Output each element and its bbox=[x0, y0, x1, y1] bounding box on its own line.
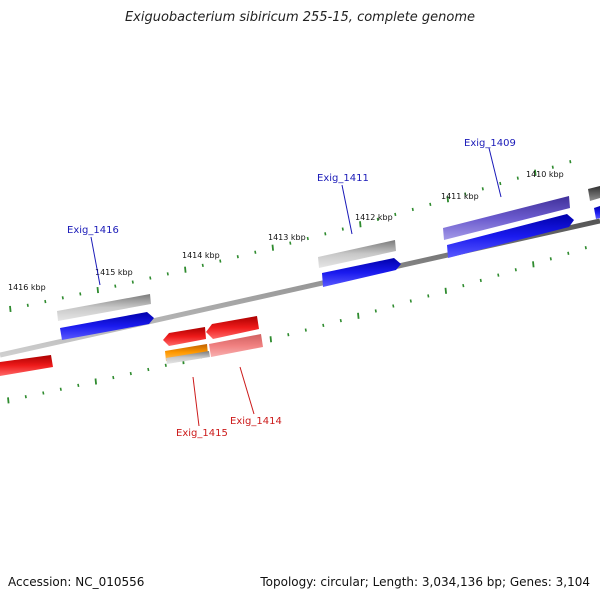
gene-label-exig-1415[interactable]: Exig_1415 bbox=[176, 428, 228, 439]
inner-scale-tick bbox=[444, 287, 447, 294]
outer-scale-tick bbox=[201, 263, 204, 268]
outer-scale-tick bbox=[411, 207, 414, 212]
inner-scale-tick bbox=[59, 387, 62, 391]
inner-scale-tick bbox=[532, 261, 535, 268]
outer-scale-tick bbox=[184, 266, 187, 273]
inner-scale-tick bbox=[164, 363, 167, 367]
inner-scale-tick bbox=[392, 304, 395, 308]
gene-label-exig-1414[interactable]: Exig_1414 bbox=[230, 416, 282, 427]
inner-scale-tick bbox=[409, 299, 412, 303]
inner-scale-tick bbox=[339, 318, 342, 323]
inner-scale-tick bbox=[287, 333, 290, 337]
outer-scale-tick bbox=[481, 187, 484, 191]
outer-scale-tick bbox=[166, 272, 169, 276]
outer-scale-tick bbox=[376, 217, 379, 222]
inner-scale-tick bbox=[497, 273, 500, 277]
outer-scale-tick bbox=[569, 160, 572, 164]
inner-scale-tick bbox=[112, 375, 115, 380]
outer-scale-tick bbox=[551, 165, 554, 169]
hit-bar-exig-1409[interactable] bbox=[443, 196, 570, 240]
inner-scale-tick bbox=[24, 395, 27, 399]
callout-line-exig-1414 bbox=[239, 366, 255, 415]
outer-scale-tick bbox=[271, 244, 274, 251]
outer-scale-tick bbox=[96, 286, 99, 294]
gene-label-exig-1416[interactable]: Exig_1416 bbox=[67, 225, 119, 236]
cds-arrow-edge-right[interactable] bbox=[594, 206, 600, 219]
outer-scale-tick bbox=[464, 192, 467, 196]
cds-arrow-exig-1416[interactable] bbox=[60, 312, 154, 340]
inner-scale-tick bbox=[42, 391, 45, 395]
outer-scale-tick bbox=[79, 292, 82, 296]
scale-label-1411: 1411 kbp bbox=[441, 192, 479, 201]
scale-label-1412: 1412 kbp bbox=[355, 213, 393, 222]
cds-arrow-exig-1414[interactable] bbox=[206, 316, 259, 339]
inner-scale-tick bbox=[479, 278, 482, 283]
accession-text: Accession: NC_010556 bbox=[8, 575, 145, 589]
cds-arrow-exig-1409[interactable] bbox=[447, 214, 574, 258]
callout-line-exig-1416 bbox=[90, 236, 101, 286]
hit-bar-exig-1416[interactable] bbox=[57, 294, 151, 321]
inner-scale-tick bbox=[269, 336, 272, 343]
hit-bar-exig-1414[interactable] bbox=[209, 334, 263, 357]
hit-bar-exig-1415-lower[interactable] bbox=[166, 351, 210, 364]
outer-scale-tick bbox=[516, 176, 519, 180]
outer-scale-tick bbox=[499, 181, 502, 186]
outer-scale-tick bbox=[61, 296, 64, 300]
inner-scale-tick bbox=[304, 328, 307, 332]
inner-scale-tick bbox=[514, 268, 517, 272]
map-title: Exiguobacterium sibiricum 255-15, comple… bbox=[124, 10, 476, 25]
inner-scale-tick bbox=[77, 383, 80, 388]
scale-label-1415: 1415 kbp bbox=[95, 268, 133, 277]
inner-scale-tick bbox=[322, 323, 325, 328]
cds-arrow-edge-left[interactable] bbox=[0, 355, 53, 376]
outer-scale-tick bbox=[114, 284, 117, 288]
hit-bar-edge-right[interactable] bbox=[588, 186, 600, 201]
inner-scale-tick bbox=[357, 312, 360, 319]
scale-label-1416: 1416 kbp bbox=[8, 283, 46, 292]
cds-arrow-exig-1411[interactable] bbox=[322, 258, 401, 287]
inner-scale-tick bbox=[427, 294, 430, 298]
inner-scale-tick bbox=[374, 309, 377, 313]
callout-line-exig-1409 bbox=[488, 147, 502, 198]
callout-line-exig-1411 bbox=[341, 184, 353, 235]
outer-scale-tick bbox=[341, 227, 344, 231]
outer-scale-tick bbox=[446, 196, 449, 203]
outer-scale-tick bbox=[394, 212, 397, 217]
outer-scale-tick bbox=[359, 221, 362, 228]
outer-scale-tick bbox=[219, 259, 222, 263]
scale-label-1410: 1410 kbp bbox=[526, 170, 564, 179]
outer-scale-tick bbox=[324, 232, 327, 236]
hit-bar-exig-1411[interactable] bbox=[318, 240, 396, 268]
outer-scale-tick bbox=[289, 241, 292, 245]
outer-scale-tick bbox=[306, 236, 309, 241]
outer-scale-tick bbox=[9, 305, 12, 313]
scale-label-1413: 1413 kbp bbox=[268, 233, 306, 242]
inner-scale-tick bbox=[584, 246, 587, 250]
outer-scale-tick bbox=[254, 250, 257, 254]
inner-scale-tick bbox=[94, 378, 97, 385]
outer-scale-tick bbox=[236, 255, 239, 259]
inner-scale-tick bbox=[129, 371, 132, 376]
cds-arrow-exig-1415[interactable] bbox=[163, 327, 206, 346]
topology-summary: Topology: circular; Length: 3,034,136 bp… bbox=[260, 575, 590, 589]
outer-scale-ticks bbox=[9, 160, 572, 313]
inner-scale-tick bbox=[549, 257, 552, 261]
callout-line-exig-1415 bbox=[192, 376, 200, 427]
outer-scale-tick bbox=[44, 299, 47, 304]
gene-label-exig-1409[interactable]: Exig_1409 bbox=[464, 138, 516, 149]
scale-label-1414: 1414 kbp bbox=[182, 251, 220, 260]
outer-scale-tick bbox=[26, 303, 29, 307]
outer-scale-tick bbox=[429, 202, 432, 207]
inner-scale-tick bbox=[567, 251, 570, 255]
outer-scale-tick bbox=[149, 276, 152, 280]
outer-scale-tick bbox=[131, 280, 134, 284]
inner-scale-tick bbox=[462, 283, 465, 288]
outer-scale-tick bbox=[534, 169, 537, 176]
gene-label-exig-1411[interactable]: Exig_1411 bbox=[317, 173, 369, 184]
inner-scale-tick bbox=[147, 367, 150, 372]
inner-scale-tick bbox=[7, 397, 10, 404]
